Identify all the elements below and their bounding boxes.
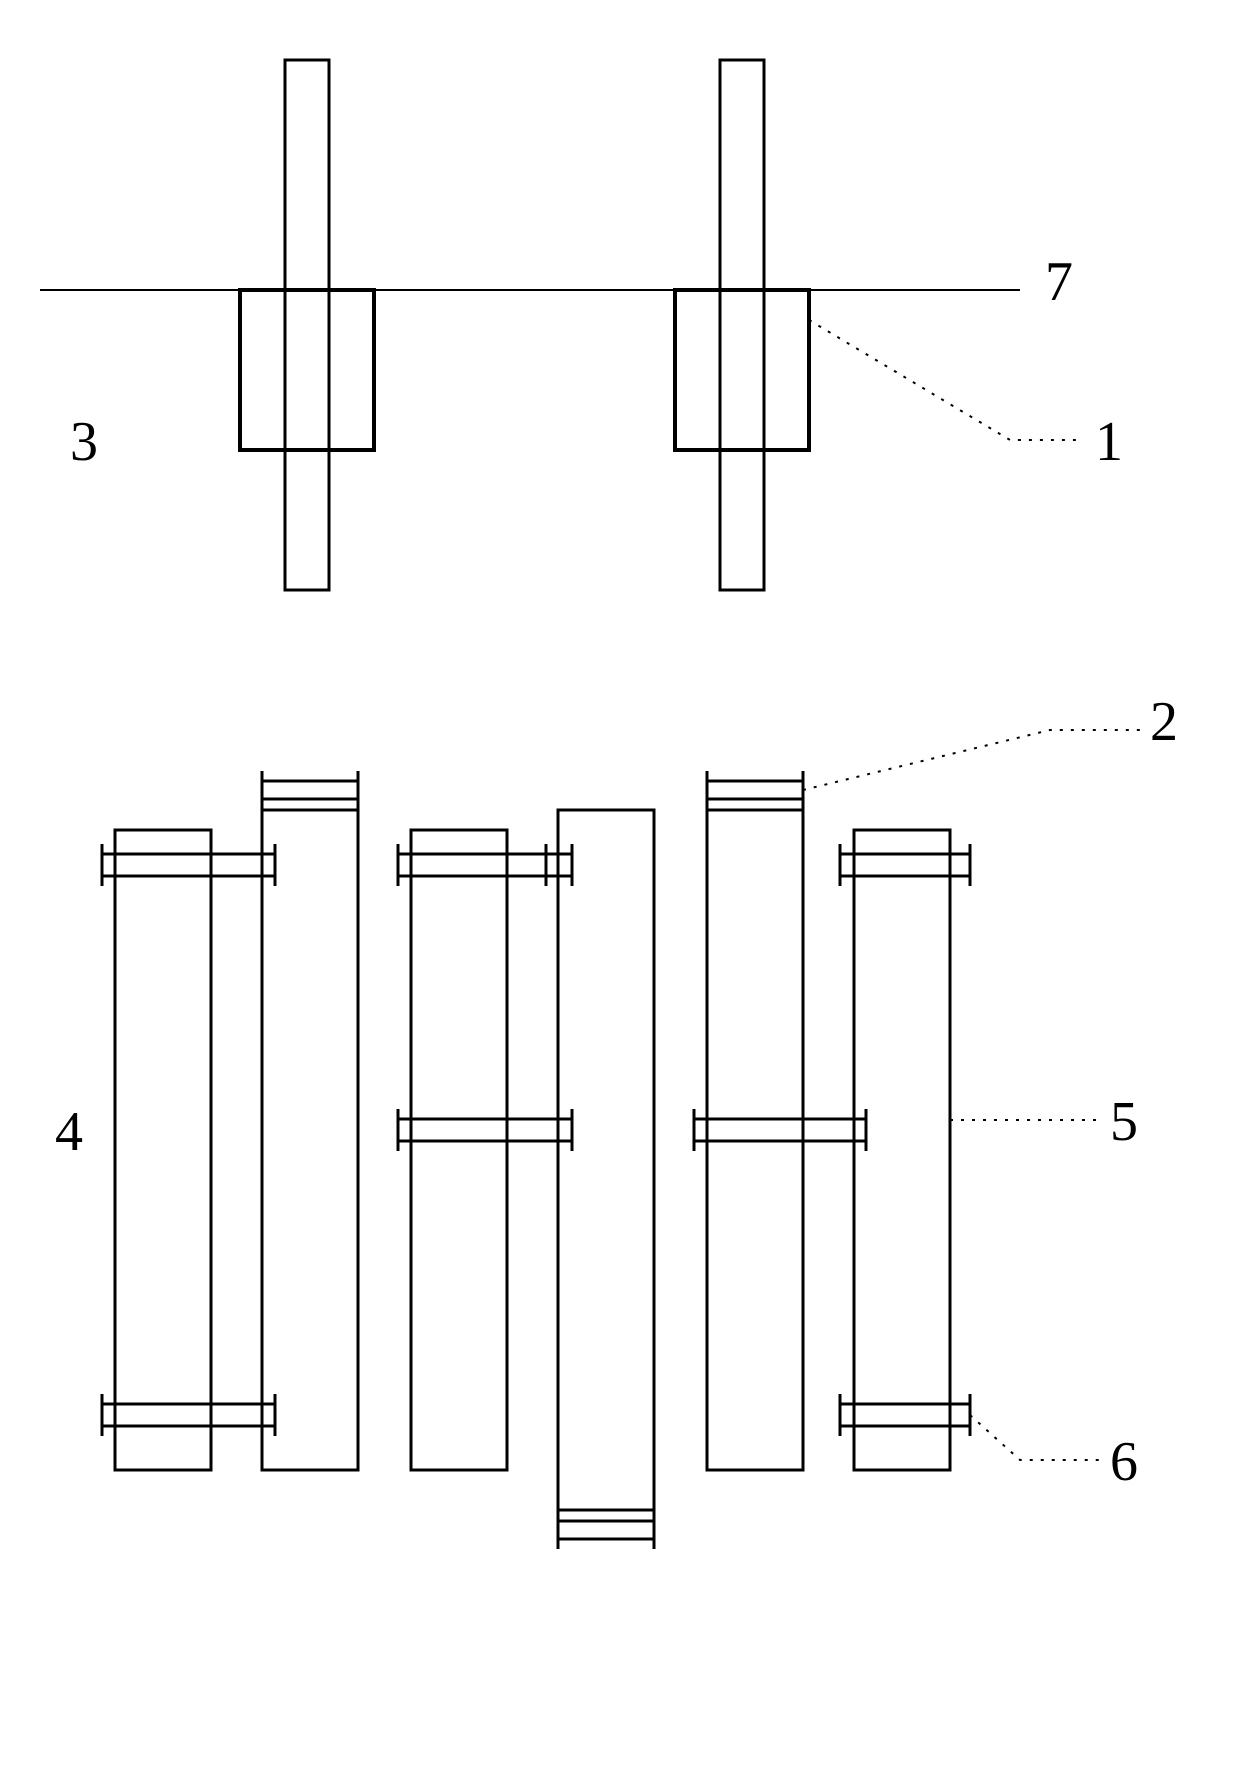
svg-text:4: 4 [55, 1101, 83, 1163]
svg-text:2: 2 [1150, 691, 1178, 753]
svg-text:5: 5 [1110, 1091, 1138, 1153]
svg-text:1: 1 [1095, 411, 1123, 473]
svg-text:6: 6 [1110, 1431, 1138, 1493]
svg-text:7: 7 [1045, 251, 1073, 313]
svg-text:3: 3 [70, 411, 98, 473]
